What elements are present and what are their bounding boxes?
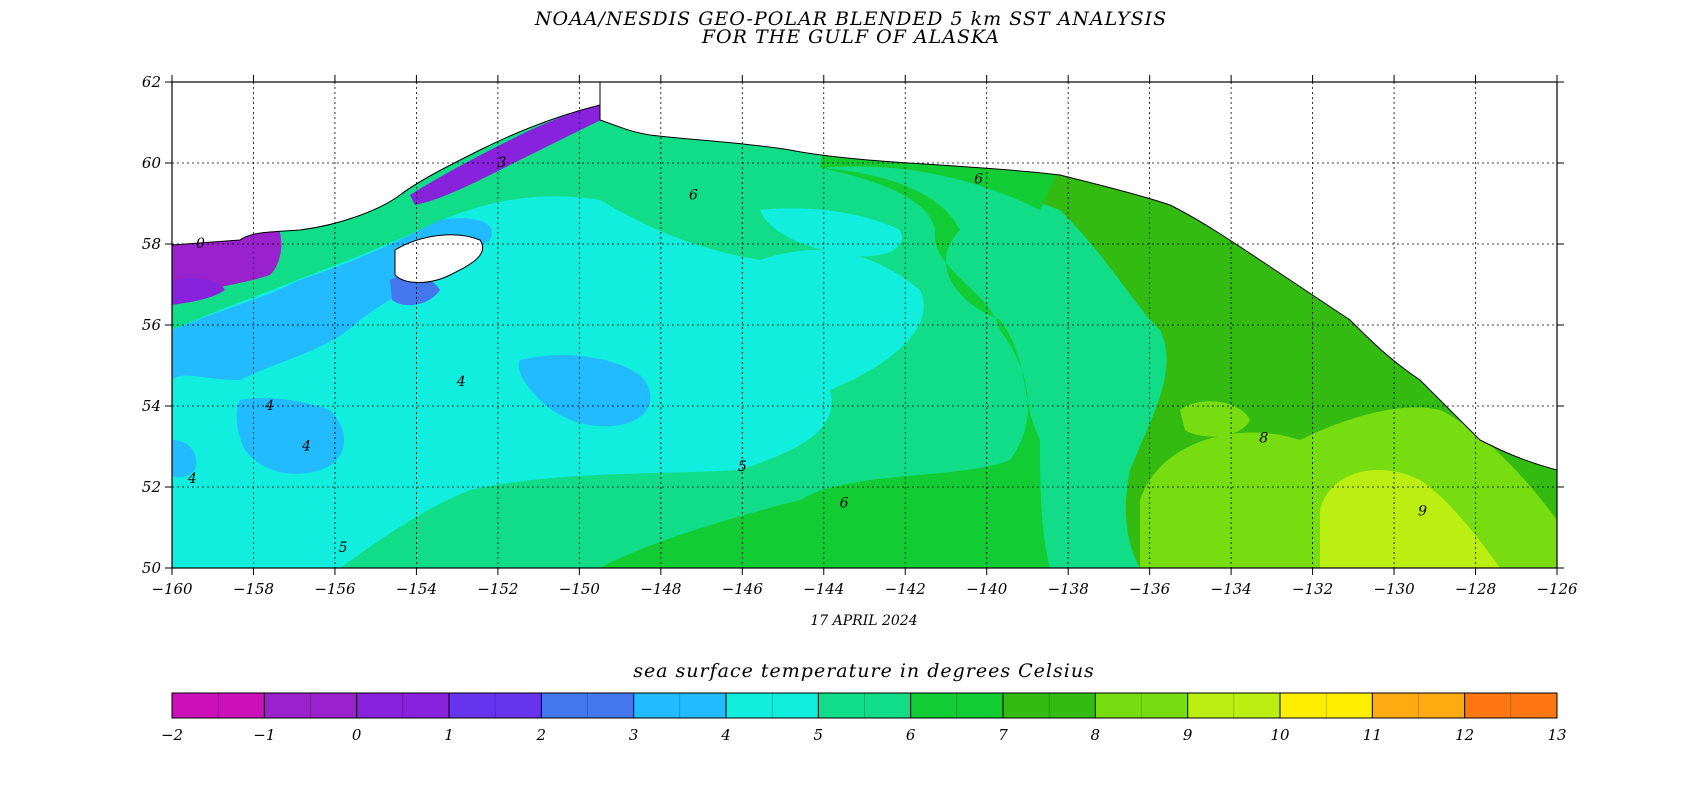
lon-tick-label: −136 <box>1129 580 1171 598</box>
contour-label: 8 <box>1259 430 1268 446</box>
lat-tick-label: 58 <box>142 235 161 253</box>
colorbar-title: sea surface temperature in degrees Celsi… <box>633 660 1095 682</box>
sst-zone-6-7 <box>600 168 1050 568</box>
colorbar-swatch <box>356 693 450 718</box>
sst-zone-0-1 <box>410 105 605 205</box>
sst-zone-4-5-b <box>760 208 902 257</box>
colorbar-ticks: −2 −1 0 1 2 3 4 5 6 7 8 9 10 11 12 13 <box>161 726 1567 744</box>
colorbar-swatch <box>541 693 635 718</box>
colorbar-tick-label: 2 <box>536 726 547 744</box>
colorbar <box>171 692 1558 719</box>
figure-title-line1: NOAA/NESDIS GEO-POLAR BLENDED 5 km SST A… <box>534 8 1167 30</box>
colorbar-swatch <box>633 693 727 718</box>
contour-label: 6 <box>840 495 849 511</box>
sst-zone-3-4-c <box>518 355 651 427</box>
colorbar-swatch <box>172 693 265 718</box>
lon-tick-label: −128 <box>1455 580 1496 598</box>
land-gulf-coast <box>599 82 1557 471</box>
contour-label: 3 <box>497 155 506 171</box>
sst-zone-3-4-d <box>172 440 197 478</box>
lat-tick-label: 56 <box>142 316 162 334</box>
lat-tick-label: 54 <box>142 397 161 415</box>
date-label: 17 APRIL 2024 <box>810 613 917 629</box>
figure-title-line2: FOR THE GULF OF ALASKA <box>701 26 1000 48</box>
lon-tick-label: −154 <box>396 580 437 598</box>
colorbar-swatch <box>1280 693 1373 718</box>
lon-tick-label: −148 <box>640 580 681 598</box>
colorbar-tick-label: 4 <box>720 726 731 744</box>
sst-field <box>172 82 1557 568</box>
colorbar-tick-label: 12 <box>1455 726 1474 744</box>
lon-tick-label: −152 <box>477 580 518 598</box>
colorbar-swatch <box>1372 693 1466 718</box>
colorbar-tick-label: −1 <box>253 726 275 744</box>
colorbar-tick-label: 0 <box>352 726 362 744</box>
lat-tick-label: 62 <box>142 73 161 91</box>
contour-label: 4 <box>301 439 311 455</box>
colorbar-tick-label: 10 <box>1270 726 1290 744</box>
lon-tick-label: −160 <box>151 580 193 598</box>
colorbar-swatch <box>1464 693 1558 718</box>
land-alaska-mainland <box>172 82 601 246</box>
sst-zone-3-4-b <box>236 398 344 474</box>
contour-label: 0 <box>196 236 205 252</box>
colorbar-swatch <box>910 693 1004 718</box>
lon-tick-label: −142 <box>885 580 926 598</box>
colorbar-swatch <box>726 693 819 718</box>
contour-label: 5 <box>339 540 348 556</box>
contour-label: 4 <box>264 398 274 414</box>
sst-zone-neg1-0-b <box>172 278 225 305</box>
lon-tick-label: −126 <box>1536 580 1578 598</box>
colorbar-swatch <box>264 693 358 718</box>
contour-labels: 3 0 6 6 4 4 4 4 5 6 5 8 9 <box>187 155 1427 556</box>
colorbar-tick-label: −2 <box>161 726 183 744</box>
colorbar-tick-label: 7 <box>998 726 1008 744</box>
colorbar-tick-label: 13 <box>1547 726 1566 744</box>
colorbar-tick-label: 9 <box>1183 726 1193 744</box>
sst-zone-8-9-b <box>1180 401 1250 437</box>
contour-label: 6 <box>689 187 698 203</box>
colorbar-tick-label: 5 <box>814 726 824 744</box>
contour-label: 5 <box>738 459 747 475</box>
colorbar-tick-label: 8 <box>1091 726 1101 744</box>
lon-tick-label: −146 <box>722 580 764 598</box>
lon-tick-label: −150 <box>559 580 601 598</box>
colorbar-swatch <box>1095 693 1189 718</box>
colorbar-tick-label: 6 <box>906 726 916 744</box>
colorbar-swatch <box>818 693 912 718</box>
colorbar-swatch <box>1003 693 1096 718</box>
lon-tick-label: −138 <box>1048 580 1089 598</box>
lon-tick-label: −156 <box>314 580 356 598</box>
land-kodiak-island <box>394 234 483 283</box>
sst-zone-9-10 <box>1320 470 1500 568</box>
lon-tick-label: −158 <box>233 580 274 598</box>
contour-label: 9 <box>1418 503 1427 519</box>
lon-tick-label: −134 <box>1211 580 1252 598</box>
colorbar-swatch <box>1187 693 1281 718</box>
lon-tick-label: −132 <box>1292 580 1333 598</box>
longitude-axis: −160 −158 −156 −154 −152 −150 −148 −146 −144 −142… <box>151 75 1578 598</box>
lon-tick-label: −144 <box>803 580 844 598</box>
lat-tick-label: 60 <box>142 154 162 172</box>
lat-tick-label: 52 <box>142 478 161 496</box>
colorbar-tick-label: 11 <box>1363 726 1382 744</box>
contour-label: 4 <box>456 374 466 390</box>
lon-tick-label: −130 <box>1373 580 1415 598</box>
colorbar-tick-label: 3 <box>629 726 639 744</box>
contour-label: 4 <box>187 471 197 487</box>
lat-tick-label: 50 <box>142 559 162 577</box>
lon-tick-label: −140 <box>966 580 1008 598</box>
map-grid <box>172 82 1557 568</box>
contour-label: 6 <box>974 171 983 187</box>
colorbar-tick-label: 1 <box>444 726 454 744</box>
colorbar-swatch <box>449 693 542 718</box>
